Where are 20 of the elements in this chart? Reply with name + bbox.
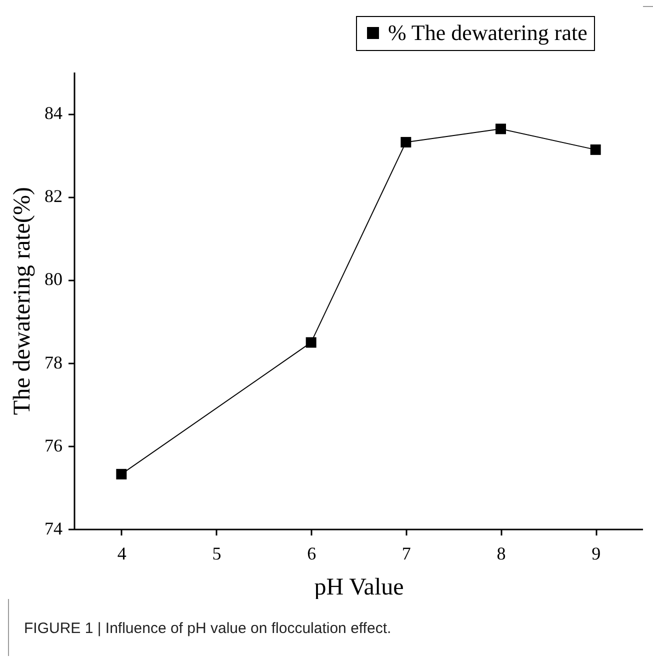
point [306, 337, 316, 348]
point [590, 144, 601, 155]
y-tick-label: 82 [44, 186, 62, 206]
y-tick-label: 78 [44, 352, 62, 372]
point [400, 136, 412, 148]
x-tick-label: 7 [402, 544, 411, 564]
y-tick-label: 74 [44, 518, 62, 538]
caption: FIGURE 1 | Influence of pH value on flocculation effect. [24, 620, 392, 637]
x-tick-label: 6 [307, 544, 316, 564]
y-tick-label: 80 [44, 269, 62, 290]
y-axis-title: The dewatering rate(%) [10, 187, 36, 415]
legend-label: % The dewatering rate [388, 20, 588, 45]
y-tick-label: 84 [44, 103, 62, 124]
x-tick-label: 8 [496, 544, 506, 564]
x-tick-label: 5 [212, 544, 222, 564]
point [496, 124, 506, 134]
x-tick-label: 9 [592, 544, 601, 564]
x-tick-label: 4 [117, 544, 126, 564]
point [116, 468, 127, 480]
y-tick-label: 76 [44, 435, 62, 456]
